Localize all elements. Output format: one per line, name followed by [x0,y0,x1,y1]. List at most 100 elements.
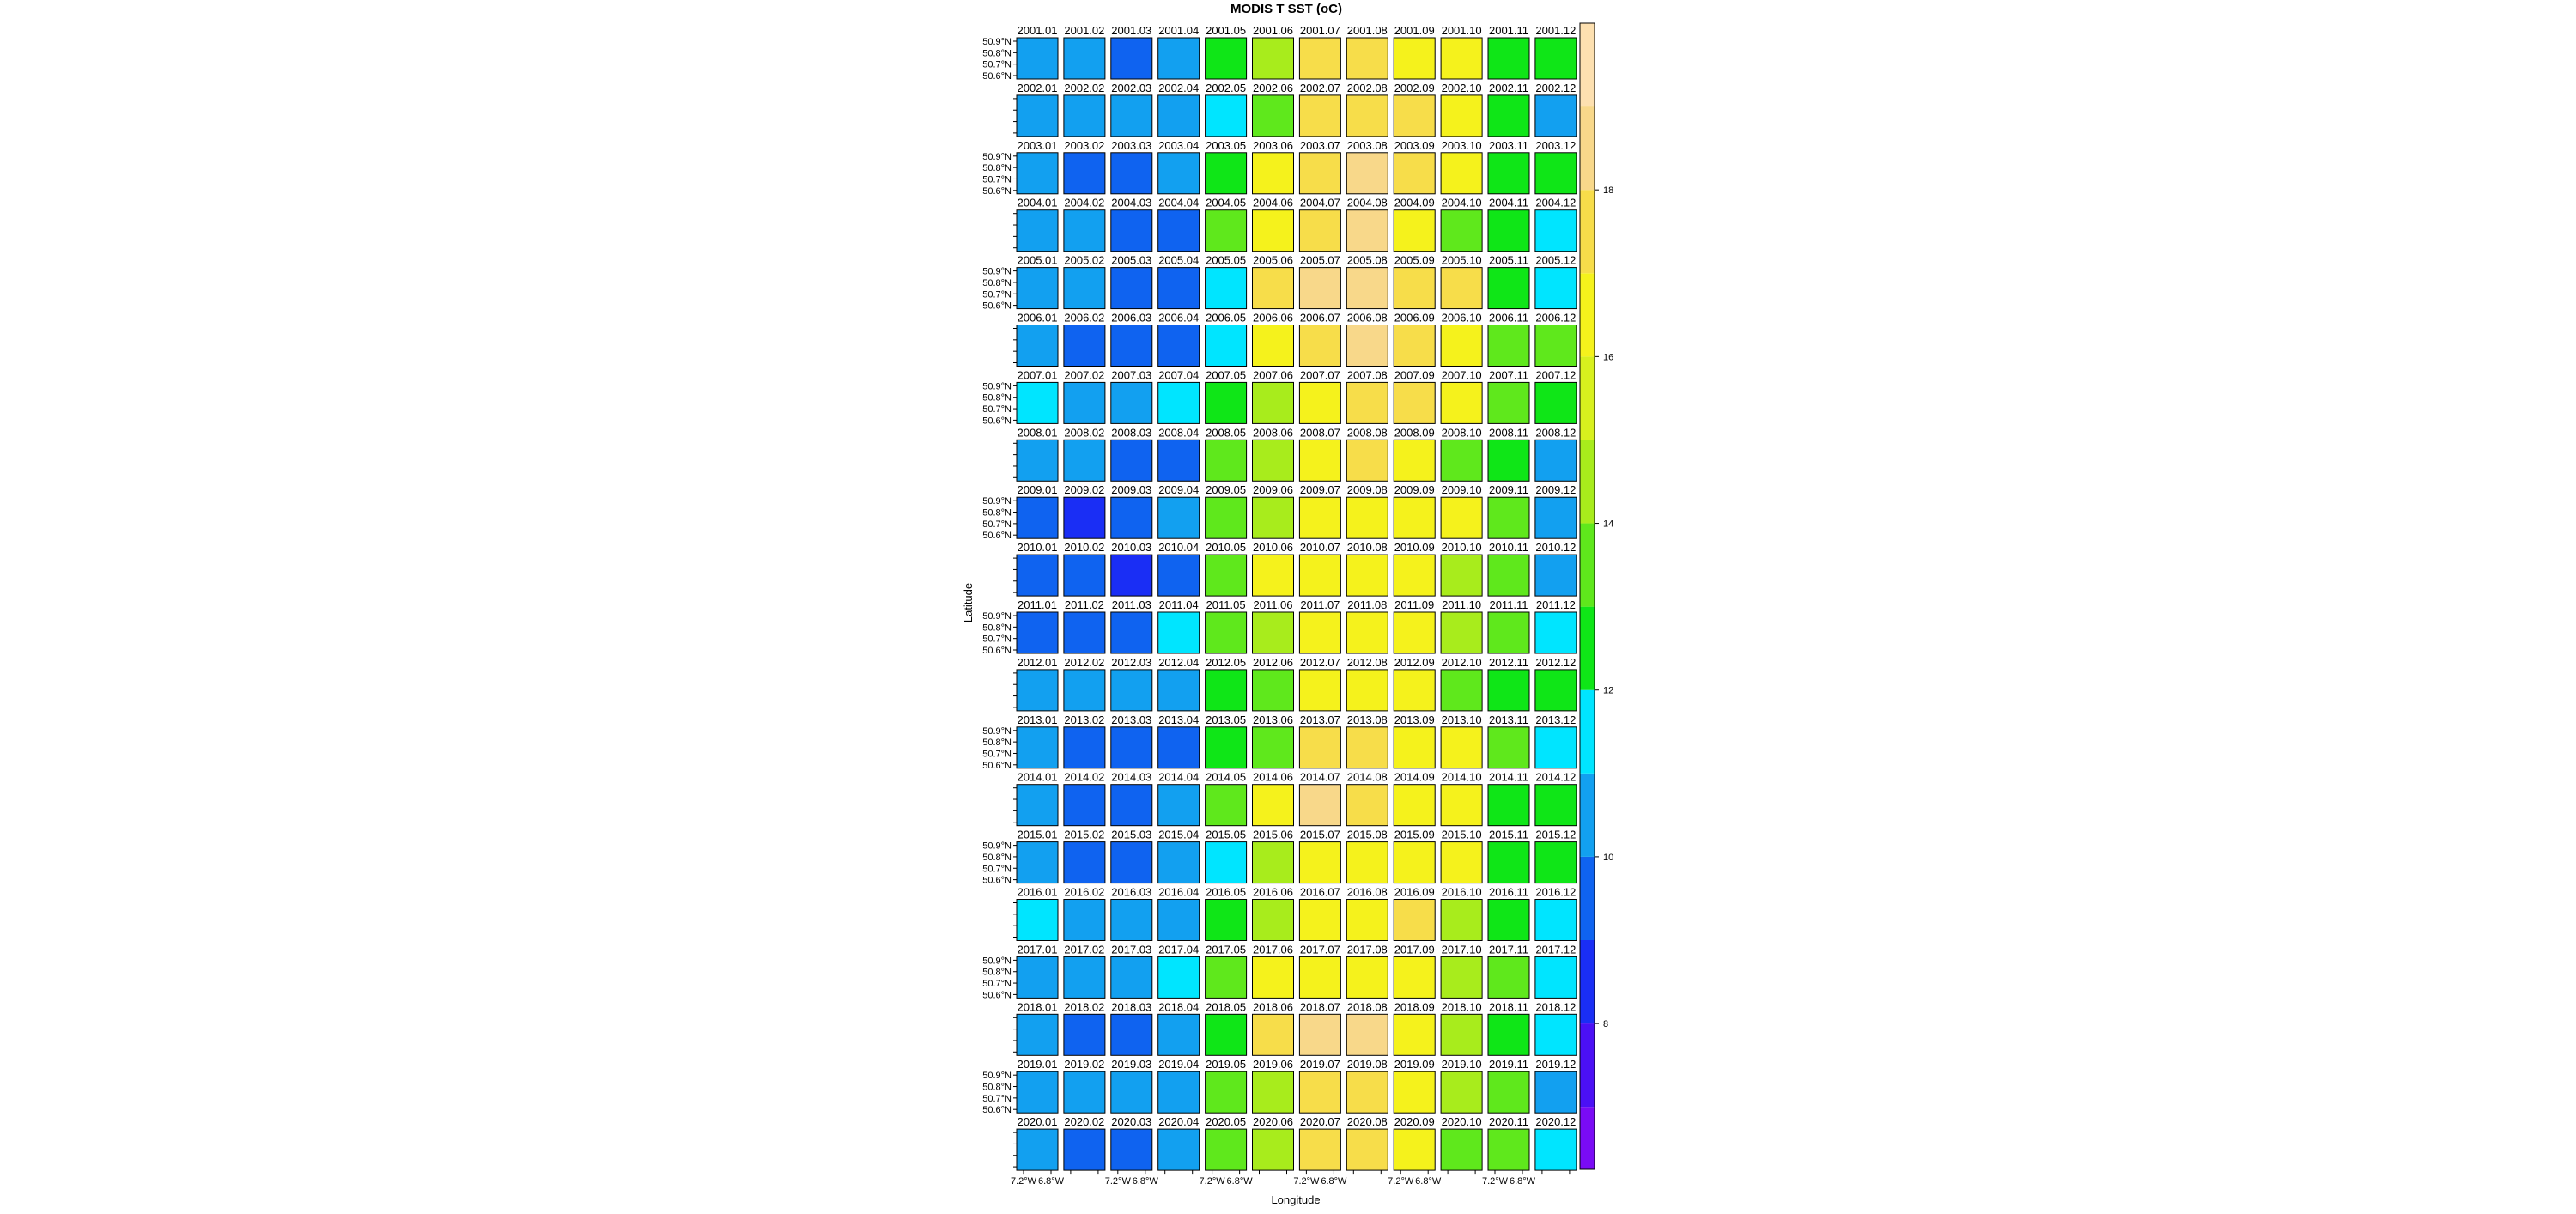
panel [1298,1071,1341,1114]
panel [1110,784,1153,827]
panel [1393,726,1436,769]
panel-label: 2018.02 [1064,1000,1104,1013]
panel-label: 2015.09 [1394,829,1435,841]
panel-label: 2012.05 [1206,656,1246,669]
panel-label: 2006.03 [1111,312,1151,325]
panel [1487,899,1530,941]
panel-label: 2013.05 [1206,713,1246,726]
panel [1487,669,1530,712]
panel-label: 2006.05 [1206,312,1246,325]
panel [1157,496,1200,539]
colorbar-band [1580,356,1595,440]
panel [1440,1128,1483,1171]
panel [1298,726,1341,769]
panel [1205,439,1248,482]
panel-label: 2016.01 [1018,886,1058,899]
panel-label: 2018.08 [1347,1000,1388,1013]
panel-label: 2014.08 [1347,771,1388,784]
panel [1440,554,1483,597]
panel-label: 2018.01 [1018,1000,1058,1013]
panel-label: 2015.05 [1206,829,1246,841]
panel [1016,209,1059,252]
panel [1393,209,1436,252]
panel [1110,325,1153,367]
panel-label: 2017.03 [1111,943,1151,956]
panel [1487,554,1530,597]
panel-label: 2006.07 [1300,312,1340,325]
panel [1534,94,1577,137]
panel-label: 2007.11 [1489,368,1528,381]
panel [1016,841,1059,884]
colorbar-band [1580,523,1595,607]
panel [1393,956,1436,999]
y-tick-label: 50.7°N [982,979,1012,989]
x-tick-label: 6.8°W [1038,1176,1065,1187]
panel [1346,726,1388,769]
panel-label: 2018.10 [1442,1000,1482,1013]
panel-label: 2018.04 [1158,1000,1199,1013]
y-tick-label: 50.6°N [982,990,1012,1000]
panel [1487,37,1530,80]
panel-label: 2020.01 [1018,1115,1058,1128]
panel [1393,381,1436,424]
panel-label: 2015.10 [1442,829,1482,841]
y-tick-label: 50.8°N [982,1083,1012,1093]
y-tick-label: 50.6°N [982,186,1012,197]
panel [1298,267,1341,310]
panel [1157,152,1200,195]
panel-label: 2019.03 [1111,1058,1151,1071]
panel-label: 2019.07 [1300,1058,1340,1071]
panel [1063,152,1106,195]
y-tick-label: 50.6°N [982,646,1012,656]
panel [1110,1128,1153,1171]
y-tick-label: 50.8°N [982,278,1012,288]
y-tick-label: 50.8°N [982,853,1012,863]
panel-label: 2010.06 [1253,541,1293,554]
panel-label: 2020.03 [1111,1115,1151,1128]
panel [1440,899,1483,941]
panel-label: 2007.07 [1300,368,1340,381]
panel [1063,1128,1106,1171]
colorbar-band [1580,190,1595,274]
colorbar-band [1580,856,1595,940]
panel-label: 2019.06 [1253,1058,1293,1071]
panel [1440,209,1483,252]
panel [1110,439,1153,482]
panel-label: 2019.05 [1206,1058,1246,1071]
panel-label: 2008.01 [1018,426,1058,439]
y-tick-label: 50.6°N [982,416,1012,426]
panel [1157,899,1200,941]
panel-label: 2007.01 [1018,368,1058,381]
panel [1346,1071,1388,1114]
panel-label: 2015.12 [1535,829,1576,841]
panel-label: 2001.02 [1064,24,1104,37]
panel [1298,784,1341,827]
panel-label: 2019.08 [1347,1058,1388,1071]
panel [1440,381,1483,424]
panel [1205,496,1248,539]
panel [1534,496,1577,539]
panel [1487,439,1530,482]
panel-label: 2005.12 [1535,254,1576,267]
panel-label: 2006.09 [1394,312,1435,325]
panel-label: 2007.05 [1206,368,1246,381]
panel [1346,325,1388,367]
panel-label: 2016.10 [1442,886,1482,899]
panel-label: 2019.12 [1535,1058,1576,1071]
panel [1205,611,1248,654]
panel [1205,152,1248,195]
panel [1157,209,1200,252]
panel [1063,37,1106,80]
colorbar-band [1580,1107,1595,1169]
panel [1298,209,1341,252]
panel-label: 2017.02 [1064,943,1104,956]
colorbar-band [1580,23,1595,107]
panel-label: 2014.10 [1442,771,1482,784]
panel-label: 2011.05 [1206,598,1246,611]
panel-label: 2002.07 [1300,82,1340,94]
panel-label: 2009.07 [1300,483,1340,496]
panel-label: 2014.02 [1064,771,1104,784]
panel [1063,956,1106,999]
panel [1393,1128,1436,1171]
panel-label: 2004.08 [1347,197,1388,209]
